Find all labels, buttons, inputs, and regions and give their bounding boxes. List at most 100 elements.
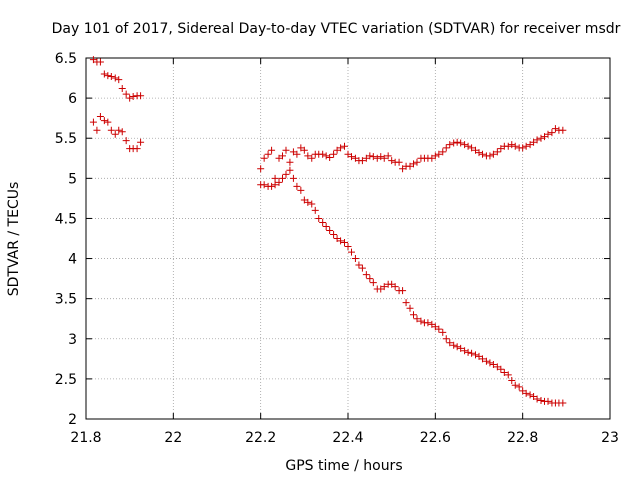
data-point xyxy=(93,126,101,134)
data-point xyxy=(406,304,414,312)
data-point xyxy=(279,174,286,182)
data-point xyxy=(330,150,338,158)
data-point xyxy=(511,381,519,389)
data-point xyxy=(395,158,403,166)
data-point xyxy=(311,206,319,214)
data-point xyxy=(341,239,349,247)
x-tick-label: 21.8 xyxy=(70,430,101,446)
data-point xyxy=(464,142,472,150)
data-point xyxy=(271,174,279,182)
data-point xyxy=(111,130,119,138)
data-point xyxy=(286,158,294,166)
series-lower-right xyxy=(257,166,567,407)
y-tick-label: 6.5 xyxy=(55,51,77,67)
data-point xyxy=(413,158,421,166)
axis-ticks xyxy=(85,57,611,420)
data-point xyxy=(355,261,363,269)
data-point xyxy=(282,146,290,154)
data-point xyxy=(358,157,366,165)
data-point xyxy=(537,397,545,405)
x-tick-label: 23 xyxy=(601,430,619,446)
data-point xyxy=(315,214,323,222)
data-point xyxy=(358,264,366,272)
data-point xyxy=(362,271,370,279)
data-point xyxy=(559,126,567,134)
data-point xyxy=(497,365,505,373)
data-point xyxy=(111,74,119,82)
data-point xyxy=(551,125,559,133)
data-point xyxy=(129,93,137,101)
data-point xyxy=(100,70,108,78)
data-point xyxy=(257,165,265,173)
data-point xyxy=(500,368,508,376)
data-point xyxy=(137,92,145,100)
data-point xyxy=(337,237,345,245)
data-point xyxy=(424,319,432,327)
data-point xyxy=(446,141,454,149)
data-point xyxy=(548,129,556,137)
data-point xyxy=(122,90,130,98)
data-point xyxy=(522,389,530,397)
data-point xyxy=(319,150,327,158)
y-tick-label: 2 xyxy=(68,412,77,428)
data-point xyxy=(391,283,399,291)
data-point xyxy=(413,315,421,323)
data-point xyxy=(260,154,268,162)
data-point xyxy=(544,130,552,138)
data-point xyxy=(508,141,516,149)
data-point xyxy=(369,153,377,161)
data-point xyxy=(133,145,141,153)
data-point xyxy=(268,146,276,154)
series-lower-left xyxy=(89,113,145,153)
data-point xyxy=(472,351,480,359)
data-point xyxy=(450,139,458,147)
data-point xyxy=(388,157,396,165)
data-point xyxy=(519,144,527,152)
y-tick-label: 6 xyxy=(68,91,77,107)
data-point xyxy=(293,150,301,158)
grid xyxy=(86,58,610,419)
y-tick-label: 5 xyxy=(68,171,77,187)
x-tick-label: 22.8 xyxy=(507,430,538,446)
data-point xyxy=(511,142,519,150)
data-point xyxy=(96,113,104,121)
data-point xyxy=(115,76,123,84)
data-point xyxy=(330,230,338,238)
y-tick-label: 5.5 xyxy=(55,131,77,147)
y-tick-label: 3.5 xyxy=(55,292,77,308)
data-point xyxy=(475,149,483,157)
data-point xyxy=(533,136,541,144)
data-point xyxy=(508,376,516,384)
data-point xyxy=(399,287,407,295)
data-point xyxy=(453,138,461,146)
data-point xyxy=(319,218,327,226)
data-point xyxy=(486,359,494,367)
data-point xyxy=(308,200,316,208)
x-tick-label: 22 xyxy=(164,430,182,446)
y-tick-label: 4.5 xyxy=(55,211,77,227)
data-point xyxy=(464,348,472,356)
data-point xyxy=(351,255,359,263)
data-point xyxy=(369,279,377,287)
data-point xyxy=(504,371,512,379)
data-point xyxy=(326,226,334,234)
data-point xyxy=(260,181,268,189)
data-point xyxy=(104,72,112,80)
data-point xyxy=(96,58,104,66)
data-point xyxy=(268,182,276,190)
data-point xyxy=(439,148,447,156)
data-point xyxy=(417,317,425,325)
data-point xyxy=(264,150,272,158)
data-point xyxy=(522,142,530,150)
y-tick-label: 3 xyxy=(68,332,77,348)
data-point xyxy=(486,152,494,160)
data-point xyxy=(457,139,465,147)
data-point xyxy=(450,341,458,349)
data-point xyxy=(373,154,381,162)
data-point xyxy=(526,391,534,399)
data-point xyxy=(435,150,443,158)
data-point xyxy=(137,138,145,146)
data-point xyxy=(297,186,305,194)
data-point xyxy=(100,117,108,125)
